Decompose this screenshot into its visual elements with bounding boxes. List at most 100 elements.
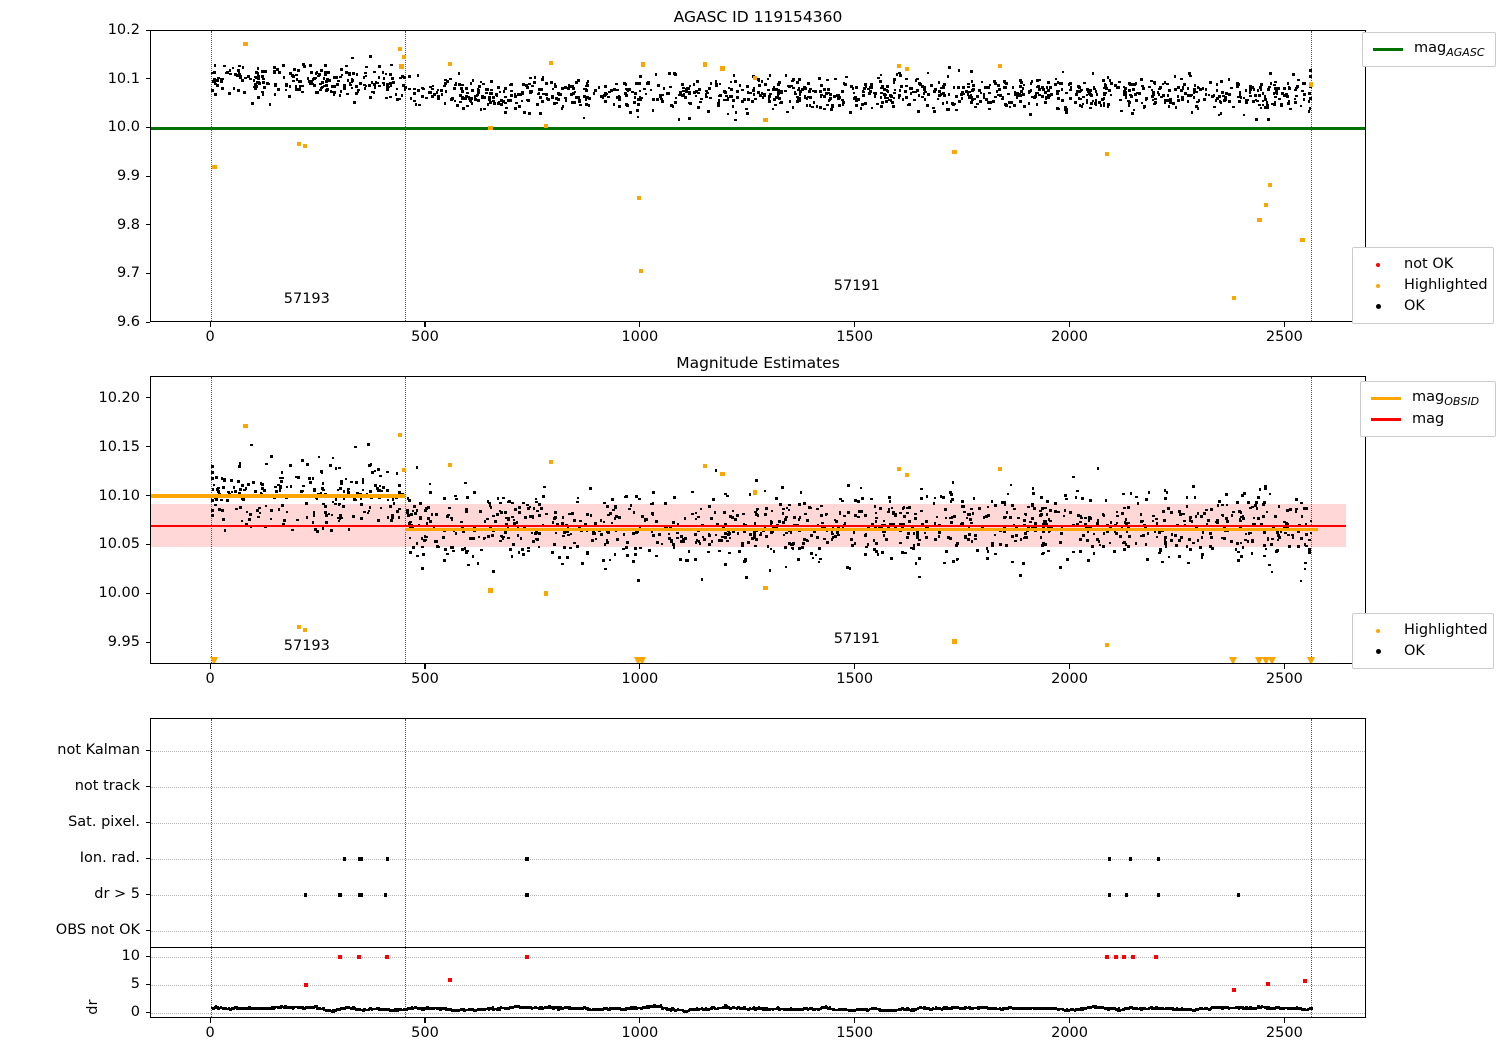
scatter-point-ok <box>570 92 573 96</box>
scatter-point-ok <box>211 471 214 474</box>
scatter-point-ok <box>228 92 232 96</box>
scatter-point-ok <box>865 545 868 549</box>
scatter-point-ok <box>657 83 660 87</box>
top-panel-xtick-label: 2000 <box>1051 329 1088 345</box>
scatter-point-ok <box>1144 497 1148 501</box>
scatter-point-ok <box>1160 560 1164 564</box>
scatter-point-ok <box>411 509 415 513</box>
scatter-point-ok <box>285 84 288 88</box>
bottom-panel-xtick <box>854 1018 856 1023</box>
scatter-point-ok <box>415 466 419 469</box>
scatter-point-ok <box>576 544 580 548</box>
middle-panel-ytick-label: 10.00 <box>98 585 140 602</box>
scatter-point-ok <box>585 89 588 92</box>
scatter-point-ok <box>523 111 526 114</box>
scatter-point-ok <box>261 90 264 94</box>
scatter-point-ok <box>949 500 953 504</box>
scatter-point-ok <box>798 78 801 82</box>
scatter-point-ok <box>728 551 731 555</box>
scatter-point-ok <box>1044 97 1048 101</box>
scatter-point-ok <box>1074 496 1078 500</box>
scatter-point-ok <box>780 486 784 489</box>
scatter-point-ok <box>528 82 532 86</box>
scatter-point-ok <box>386 83 389 86</box>
scatter-point-ok <box>1047 94 1050 98</box>
scatter-point-ok <box>876 553 880 557</box>
scatter-point-ok <box>988 107 991 111</box>
scatter-point-ok <box>340 68 344 71</box>
scatter-point-ok <box>551 551 554 554</box>
bottom-panel-xtick <box>639 1018 641 1023</box>
scatter-point-ok <box>594 522 598 525</box>
scatter-point-ok <box>727 533 731 536</box>
scatter-point-ok <box>1216 97 1219 100</box>
scatter-point-ok <box>778 520 781 523</box>
scatter-point-ok <box>978 89 981 92</box>
scatter-point-ok <box>555 101 558 105</box>
scatter-point-ok <box>411 545 415 549</box>
scatter-point-ok <box>342 497 346 501</box>
scatter-point-ok <box>1307 109 1311 113</box>
scatter-point-ok <box>914 562 918 566</box>
scatter-point-ok <box>367 83 371 87</box>
scatter-point-ok <box>461 83 465 87</box>
scatter-point-ok <box>816 507 819 511</box>
scatter-point-ok <box>361 478 365 482</box>
scatter-point-ok <box>951 481 955 484</box>
scatter-point-ok <box>488 503 492 507</box>
scatter-point-ok <box>257 515 261 519</box>
scatter-point-ok <box>1210 508 1213 511</box>
scatter-point-ok <box>1163 101 1167 105</box>
scatter-point-ok <box>674 101 678 104</box>
scatter-point-ok <box>842 81 846 85</box>
scatter-point-ok <box>649 502 653 506</box>
scatter-point-ok <box>662 86 666 90</box>
scatter-point-ok <box>211 509 214 512</box>
scatter-point-ok <box>1253 93 1257 97</box>
scatter-point-ok <box>787 508 791 512</box>
dr-gridline <box>151 985 1365 987</box>
scatter-point-ok <box>321 482 325 485</box>
scatter-point-ok <box>223 529 227 532</box>
scatter-point-ok <box>970 539 974 543</box>
scatter-point-ok <box>927 93 931 96</box>
scatter-point-ok <box>978 507 981 511</box>
scatter-point-ok <box>1256 88 1260 92</box>
scatter-point-ok <box>1129 492 1133 495</box>
scatter-point-ok <box>1036 78 1039 82</box>
scatter-point-ok <box>759 533 763 537</box>
scatter-point-ok <box>1196 100 1199 104</box>
scatter-point-ok <box>970 507 973 511</box>
scatter-point-ok <box>982 93 986 96</box>
scatter-point-ok <box>763 93 767 96</box>
scatter-point-ok <box>216 488 220 491</box>
scatter-point-ok <box>1265 510 1269 514</box>
scatter-point-ok <box>637 579 641 582</box>
scatter-point-ok <box>517 551 521 554</box>
dr-gridline <box>151 957 1365 959</box>
scatter-point-ok <box>324 511 327 514</box>
scatter-point-ok <box>561 105 565 108</box>
scatter-point-ok <box>651 491 655 495</box>
scatter-point-ok <box>1163 489 1167 492</box>
scatter-point-ok <box>1134 542 1138 546</box>
scatter-point-ok <box>1114 84 1117 88</box>
scatter-point-ok <box>629 111 632 114</box>
scatter-point-ok <box>973 105 977 109</box>
legend-item-label: not OK <box>1404 256 1454 273</box>
scatter-point-ok <box>788 542 791 546</box>
scatter-point-ok <box>222 64 226 68</box>
scatter-point-ok <box>873 93 877 96</box>
scatter-point-ok <box>1268 492 1272 496</box>
scatter-point-ok <box>1141 534 1145 537</box>
scatter-point-ok <box>512 518 516 522</box>
scatter-point-ok <box>1207 93 1211 97</box>
scatter-point-ok <box>825 92 828 95</box>
scatter-point-ok <box>362 76 366 79</box>
scatter-point-ok <box>901 98 905 102</box>
scatter-point-ok <box>772 526 776 530</box>
scatter-point-ok <box>810 534 813 538</box>
scatter-point-ok <box>1095 538 1099 541</box>
scatter-point-ok <box>864 534 868 538</box>
scatter-point-ok <box>846 565 849 569</box>
